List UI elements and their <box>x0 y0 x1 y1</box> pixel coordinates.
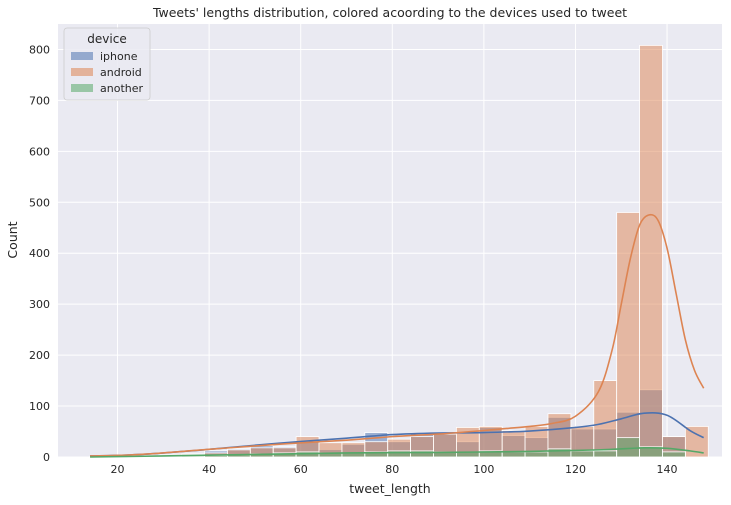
bar-android <box>639 44 663 458</box>
x-tick-label: 60 <box>294 463 308 476</box>
legend-label-another: another <box>100 82 143 95</box>
chart-title: Tweets' lengths distribution, colored ac… <box>152 5 627 20</box>
bar-android <box>684 426 709 458</box>
y-tick-label: 300 <box>29 298 50 311</box>
y-tick-label: 0 <box>43 451 50 464</box>
y-axis-label: Count <box>5 221 20 258</box>
legend-swatch-android <box>71 68 93 76</box>
legend-label-iphone: iphone <box>100 50 138 63</box>
y-tick-label: 700 <box>29 94 50 107</box>
y-tick-label: 100 <box>29 400 50 413</box>
x-tick-label: 100 <box>473 463 494 476</box>
x-tick-label: 20 <box>111 463 125 476</box>
x-tick-label: 120 <box>565 463 586 476</box>
y-tick-label: 800 <box>29 43 50 56</box>
legend-title: device <box>87 32 126 46</box>
y-tick-label: 200 <box>29 349 50 362</box>
tick-labels: 20 40 60 80 100 120 140 0 100 200 300 400 500 600 700 8… <box>29 43 678 476</box>
bar-android <box>593 380 618 458</box>
kde-line-android <box>90 213 705 457</box>
bar-another <box>662 451 686 458</box>
grid <box>58 24 722 458</box>
bar-another <box>570 450 595 458</box>
kde-lines <box>90 213 705 458</box>
bar-another <box>501 451 526 458</box>
bar-another <box>616 437 640 458</box>
legend-swatch-another <box>71 84 93 92</box>
y-tick-label: 400 <box>29 247 50 260</box>
bar-another <box>524 451 549 458</box>
kde-line-another <box>90 446 704 458</box>
y-tick-label: 500 <box>29 196 50 209</box>
bars <box>89 44 709 458</box>
x-tick-label: 80 <box>385 463 399 476</box>
y-tick-label: 600 <box>29 145 50 158</box>
legend: device iphone android another <box>63 27 151 101</box>
legend-box <box>63 27 151 101</box>
bar-android <box>616 212 640 458</box>
x-axis-label: tweet_length <box>349 481 431 496</box>
x-tick-label: 40 <box>202 463 216 476</box>
bar-another <box>593 450 618 458</box>
legend-label-android: android <box>100 66 142 79</box>
legend-swatch-iphone <box>71 52 93 60</box>
x-tick-label: 140 <box>657 463 678 476</box>
